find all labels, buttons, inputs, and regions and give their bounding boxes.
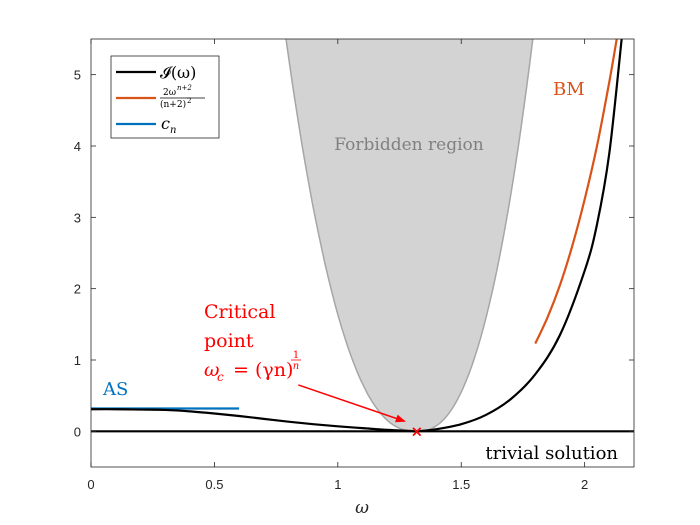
svg-text:1: 1 <box>293 350 299 361</box>
critical-point-arrow <box>298 384 406 423</box>
y-tick-label: 3 <box>74 210 81 225</box>
y-tick-label: 0 <box>74 424 81 439</box>
svg-text:c: c <box>161 114 170 133</box>
critical-label-line1: Critical <box>204 301 275 323</box>
legend: 𝓘(ω) 2ω n+2 (n+2) 2 c n <box>110 55 220 139</box>
svg-text:𝓘(ω): 𝓘(ω) <box>160 63 196 82</box>
x-tick-label: 1.5 <box>452 477 470 492</box>
omega-c-formula: ω c = (γn) 1 n <box>204 350 301 384</box>
forbidden-region-label: Forbidden region <box>334 135 483 155</box>
svg-text:2: 2 <box>187 97 191 105</box>
svg-text:n: n <box>293 361 299 372</box>
legend-entry-cn: c n <box>116 114 176 136</box>
x-tick-label: 0.5 <box>205 477 223 492</box>
trivial-solution-label: trivial solution <box>485 443 618 464</box>
x-tick-label: 1 <box>334 477 341 492</box>
y-tick-label: 4 <box>74 139 81 154</box>
x-axis: 0 0.5 1 1.5 2 <box>87 39 588 492</box>
bm-label: BM <box>553 79 585 100</box>
critical-label-line2: point <box>204 330 254 352</box>
x-tick-label: 0 <box>87 477 94 492</box>
x-tick-label: 2 <box>581 477 588 492</box>
legend-entry-bm-formula: 2ω n+2 (n+2) 2 <box>116 84 205 110</box>
y-axis: 0 1 2 3 4 5 <box>74 68 634 439</box>
svg-text:n: n <box>170 125 176 136</box>
series-i-omega-line <box>90 38 623 433</box>
svg-text:(n+2): (n+2) <box>160 99 186 110</box>
svg-text:c: c <box>217 370 224 384</box>
svg-text:= (γn): = (γn) <box>233 359 293 381</box>
axes-frame <box>90 38 635 468</box>
series-bm-line <box>534 38 618 345</box>
svg-text:n+2: n+2 <box>177 84 192 92</box>
x-axis-label: ω <box>355 498 369 518</box>
svg-text:ω: ω <box>204 359 220 381</box>
y-tick-label: 1 <box>74 353 81 368</box>
as-label: AS <box>102 379 128 400</box>
legend-entry-i-omega: 𝓘(ω) <box>116 63 196 82</box>
y-tick-label: 5 <box>74 68 81 83</box>
critical-point-marker: × <box>411 422 424 440</box>
y-tick-label: 2 <box>74 282 81 297</box>
svg-text:2ω: 2ω <box>163 88 176 98</box>
